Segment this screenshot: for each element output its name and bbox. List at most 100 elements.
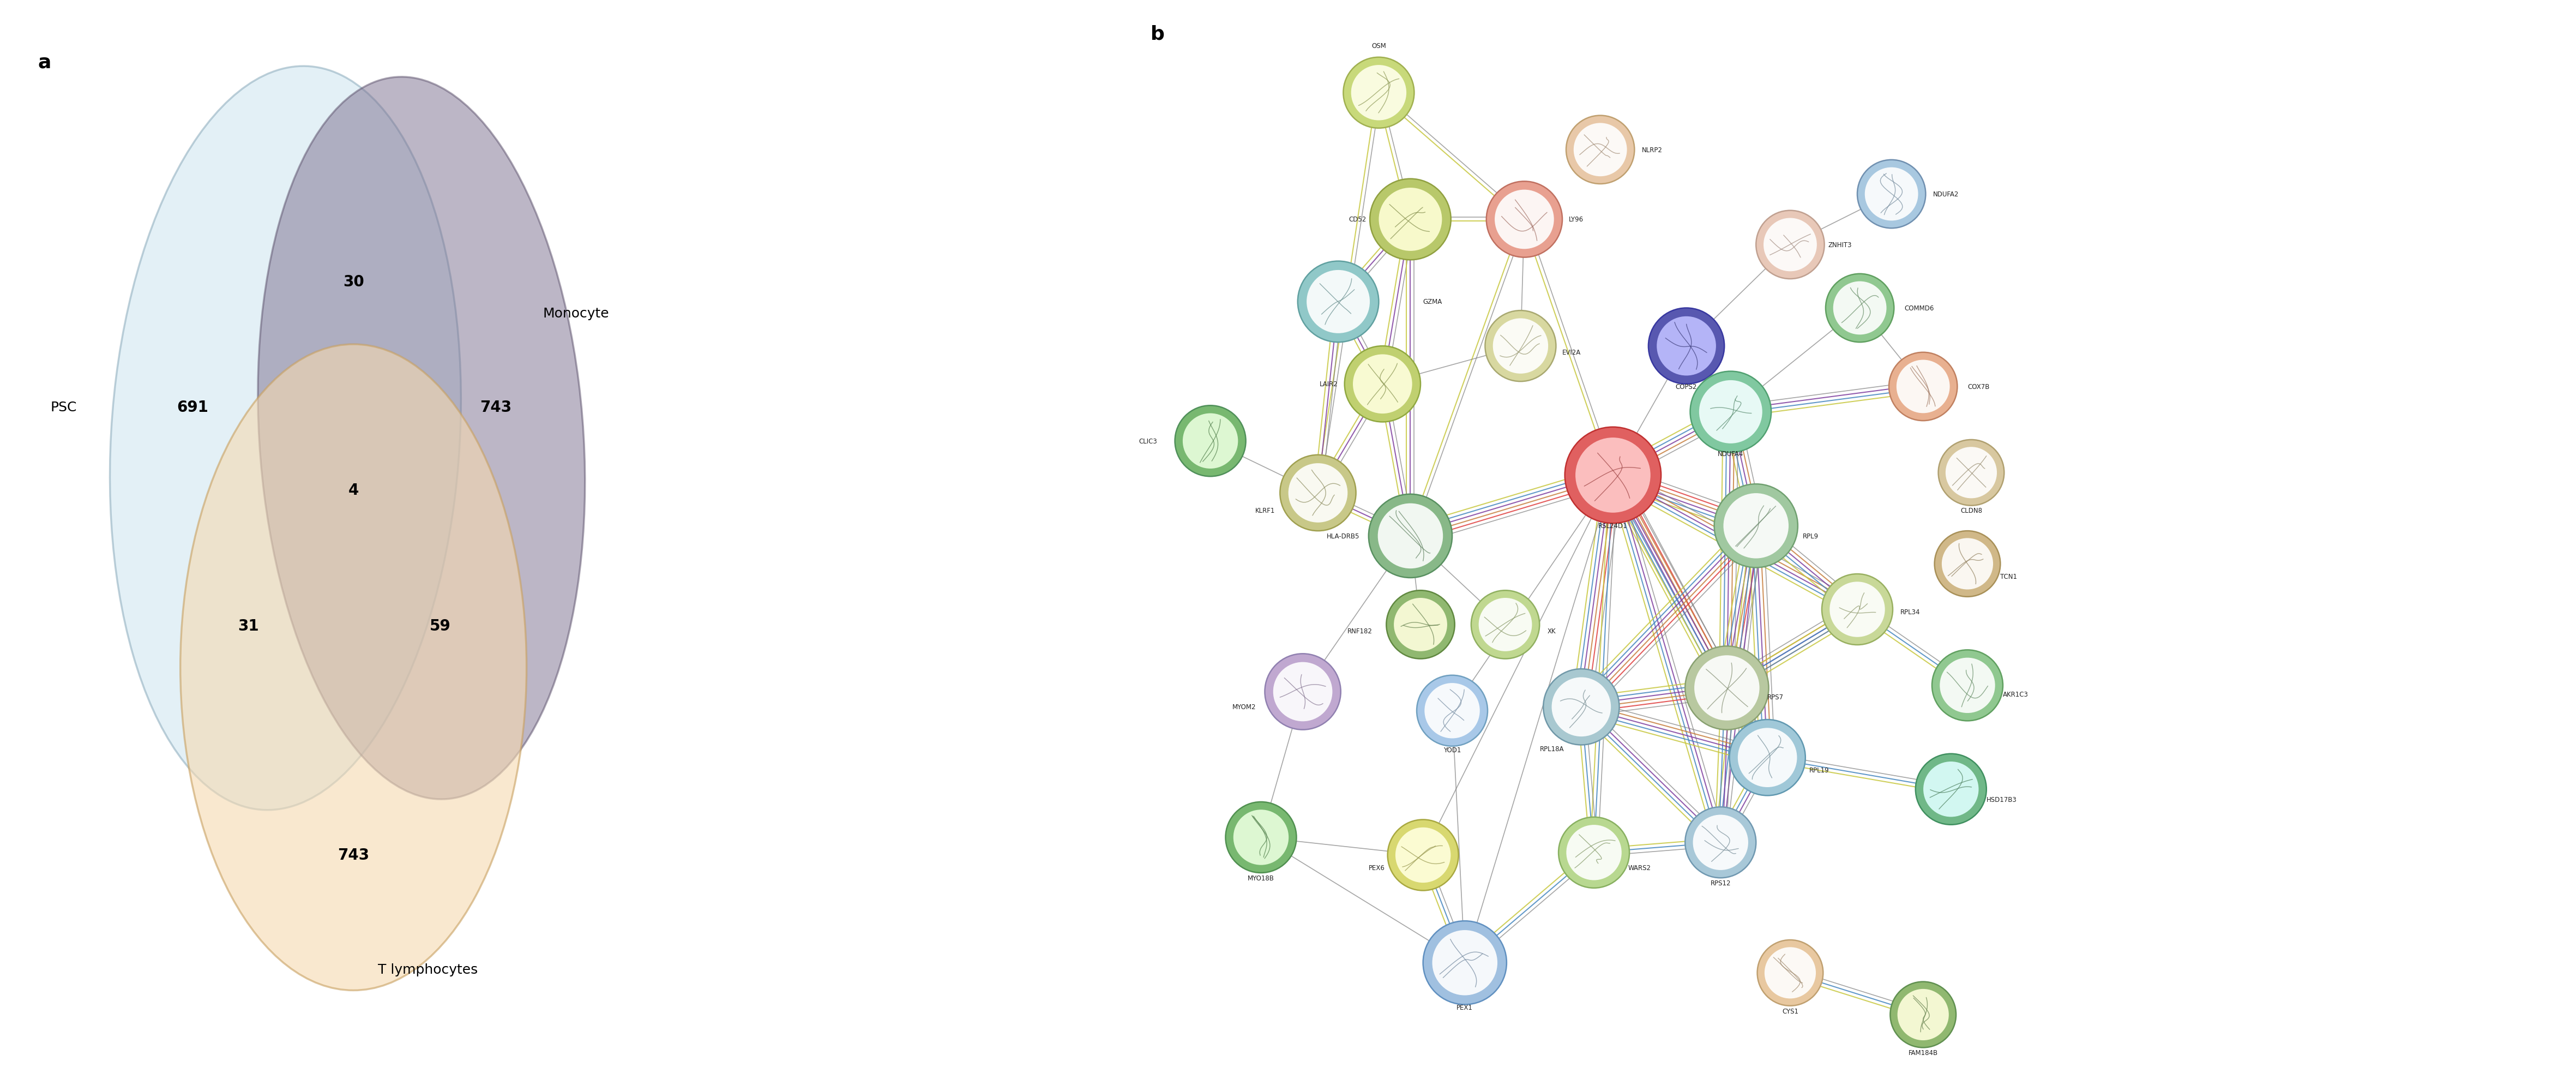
Text: RPL9: RPL9: [1803, 533, 1819, 539]
Text: T lymphocytes: T lymphocytes: [379, 963, 477, 976]
Text: HLA-DRB5: HLA-DRB5: [1327, 533, 1360, 539]
Text: MYO18B: MYO18B: [1247, 875, 1275, 881]
Text: ZNHIT3: ZNHIT3: [1829, 242, 1852, 248]
Text: PEX1: PEX1: [1455, 1004, 1473, 1010]
Circle shape: [1471, 590, 1540, 659]
Circle shape: [1226, 802, 1296, 872]
Circle shape: [1566, 825, 1623, 880]
Circle shape: [1486, 311, 1556, 382]
Text: 743: 743: [337, 847, 368, 863]
Circle shape: [1649, 308, 1723, 384]
Circle shape: [1234, 809, 1288, 865]
Circle shape: [1566, 116, 1633, 184]
Text: RPL19: RPL19: [1808, 767, 1829, 774]
Circle shape: [1280, 456, 1355, 532]
Circle shape: [1888, 353, 1958, 421]
Text: Monocyte: Monocyte: [544, 307, 608, 320]
Text: CYS1: CYS1: [1783, 1007, 1798, 1014]
Text: RPS12: RPS12: [1710, 880, 1731, 886]
Circle shape: [1896, 360, 1950, 413]
Circle shape: [1945, 447, 1996, 498]
Circle shape: [1370, 179, 1450, 260]
Circle shape: [1306, 270, 1370, 333]
Circle shape: [1368, 495, 1453, 578]
Text: CD52: CD52: [1347, 216, 1365, 224]
Circle shape: [1917, 754, 1986, 825]
Circle shape: [1175, 406, 1247, 476]
Circle shape: [1342, 58, 1414, 129]
Text: LY96: LY96: [1569, 216, 1584, 224]
Text: 4: 4: [348, 483, 358, 498]
Text: OSM: OSM: [1370, 42, 1386, 50]
Text: RPS7: RPS7: [1767, 693, 1783, 701]
Text: NLRP2: NLRP2: [1641, 146, 1662, 154]
Circle shape: [1765, 947, 1816, 998]
Ellipse shape: [258, 77, 585, 800]
Text: COMMD6: COMMD6: [1904, 305, 1935, 311]
Text: CLIC3: CLIC3: [1139, 437, 1157, 445]
Text: b: b: [1151, 25, 1164, 43]
Text: 59: 59: [430, 618, 451, 634]
Circle shape: [1298, 261, 1378, 343]
Text: RSL24D1: RSL24D1: [1597, 523, 1628, 529]
Text: RNF182: RNF182: [1347, 627, 1373, 635]
Circle shape: [1739, 728, 1798, 788]
Text: 30: 30: [343, 275, 363, 290]
Text: WARS2: WARS2: [1628, 865, 1651, 871]
Circle shape: [1432, 930, 1497, 995]
Circle shape: [1834, 282, 1886, 335]
Circle shape: [1700, 381, 1762, 444]
Circle shape: [1765, 218, 1816, 271]
Circle shape: [1690, 372, 1772, 452]
Circle shape: [1935, 532, 2002, 597]
Circle shape: [1695, 655, 1759, 720]
Circle shape: [1757, 210, 1824, 279]
Circle shape: [1378, 188, 1443, 252]
Circle shape: [1345, 346, 1419, 422]
Circle shape: [1425, 684, 1479, 739]
Circle shape: [1396, 828, 1450, 883]
Text: CLDN8: CLDN8: [1960, 508, 1981, 514]
Circle shape: [1937, 441, 2004, 506]
Circle shape: [1577, 438, 1651, 513]
Circle shape: [1899, 990, 1950, 1041]
Text: FAM184B: FAM184B: [1909, 1049, 1937, 1056]
Circle shape: [1713, 484, 1798, 567]
Circle shape: [1273, 662, 1332, 722]
Text: RPL34: RPL34: [1901, 609, 1919, 615]
Text: HSD17B3: HSD17B3: [1986, 796, 2017, 803]
Circle shape: [1685, 647, 1770, 730]
Text: EVI2A: EVI2A: [1561, 349, 1582, 356]
Text: TCN1: TCN1: [2002, 573, 2017, 580]
Text: a: a: [39, 53, 52, 72]
Circle shape: [1378, 503, 1443, 569]
Text: MYOM2: MYOM2: [1231, 703, 1257, 711]
Circle shape: [1723, 494, 1788, 559]
Circle shape: [1494, 319, 1548, 374]
Circle shape: [1422, 921, 1507, 1005]
Circle shape: [1857, 161, 1927, 229]
Text: PSC: PSC: [52, 400, 77, 413]
Circle shape: [1479, 598, 1533, 651]
Text: LAIR2: LAIR2: [1319, 381, 1337, 387]
Circle shape: [1924, 762, 1978, 817]
Circle shape: [1352, 355, 1412, 413]
Circle shape: [1865, 168, 1919, 221]
Text: COPS2: COPS2: [1674, 383, 1698, 391]
Text: COX7B: COX7B: [1968, 383, 1989, 391]
Circle shape: [1394, 598, 1448, 651]
Circle shape: [1574, 124, 1628, 177]
Circle shape: [1388, 820, 1458, 891]
Ellipse shape: [111, 66, 461, 810]
Circle shape: [1942, 538, 1994, 589]
Circle shape: [1288, 463, 1347, 523]
Circle shape: [1821, 574, 1893, 644]
Circle shape: [1386, 590, 1455, 659]
Circle shape: [1757, 940, 1824, 1006]
Circle shape: [1543, 669, 1620, 745]
Text: 743: 743: [479, 399, 513, 414]
Circle shape: [1265, 654, 1340, 730]
Circle shape: [1417, 675, 1486, 746]
Circle shape: [1350, 65, 1406, 120]
Circle shape: [1551, 677, 1610, 737]
